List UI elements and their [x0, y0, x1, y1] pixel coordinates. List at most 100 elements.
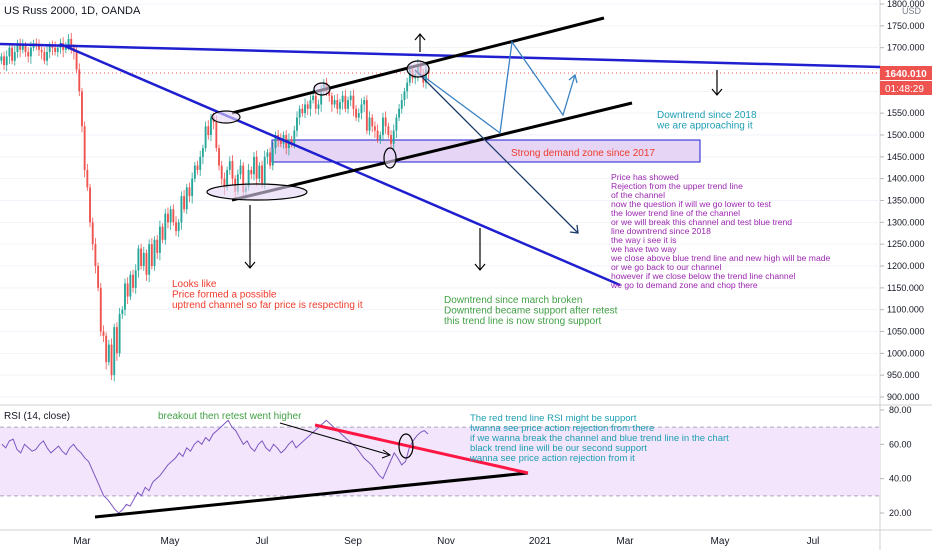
rsi-line	[1, 419, 429, 514]
candle-body	[373, 126, 376, 131]
candle-body	[11, 47, 14, 61]
candle-body	[3, 56, 5, 66]
candle-body	[56, 47, 59, 53]
candle-body	[172, 209, 175, 223]
candle-body	[360, 104, 363, 114]
price-tick-label: 1750.000	[887, 21, 925, 31]
time-tick-label: Sep	[344, 536, 362, 547]
candle-body	[236, 174, 239, 192]
projection-paths	[414, 40, 579, 234]
rsi-axis[interactable]: 20.00 40.00 60.00 80.00	[880, 405, 912, 518]
candle-body	[339, 102, 341, 109]
price-axis[interactable]: 900.000 950.000 1000.000 1050.000 1100.000 11…	[880, 0, 925, 402]
candle-body	[253, 156, 255, 175]
time-tick-label: May	[711, 536, 730, 547]
candle-body	[215, 121, 218, 149]
price-pane[interactable]	[0, 0, 880, 405]
time-axis[interactable]: Mar May Jul Sep Nov 2021 Mar May Jul	[73, 536, 819, 547]
candle-body	[382, 117, 384, 135]
candle-body	[250, 169, 253, 175]
candle-body	[38, 45, 40, 50]
rsi-red-trend	[314, 423, 529, 475]
candle-body	[371, 117, 374, 127]
candle-body	[368, 117, 371, 131]
note-line: we have two way	[610, 244, 677, 254]
candle-body	[390, 135, 392, 144]
candle-body	[110, 344, 113, 376]
time-tick-label: May	[161, 536, 180, 547]
candle-body	[16, 43, 19, 53]
countdown-badge-bg	[880, 81, 932, 95]
candle-body	[150, 244, 153, 266]
candle-body	[298, 108, 301, 118]
candle-body	[301, 108, 304, 114]
candle-body	[156, 239, 159, 253]
rsi-title: RSI (14, close)	[4, 411, 70, 422]
ellipse-touch-2	[313, 82, 331, 96]
arrow-down-left-head	[244, 261, 256, 269]
candle-body	[193, 165, 196, 179]
candle-body	[0, 56, 3, 61]
candle-body	[40, 49, 43, 53]
arrow-up-top-head	[414, 33, 426, 41]
candle-body	[121, 309, 124, 315]
rsi-tick-label: 80.00	[889, 405, 912, 415]
rsi-tick-label: 40.00	[889, 474, 912, 484]
candle-body	[352, 95, 355, 109]
note-line: The red trend line RSI might be support	[470, 413, 637, 424]
candle-body	[46, 52, 48, 61]
candle-body	[99, 287, 102, 332]
candle-body	[78, 69, 81, 92]
candle-body	[357, 113, 360, 118]
rsi-trend-lines	[94, 422, 529, 519]
candle-body	[97, 266, 100, 288]
candle-body	[140, 248, 143, 266]
candle-body	[137, 248, 140, 271]
candle-body	[204, 126, 207, 149]
price-tick-label: 1500.000	[887, 130, 925, 140]
candle-body	[43, 52, 46, 61]
candle-body	[231, 161, 234, 179]
candle-body	[363, 100, 366, 105]
note-line: Price formed a possible	[172, 290, 277, 301]
candle-body	[86, 169, 89, 188]
candle-body	[75, 52, 78, 70]
candle-body	[129, 274, 132, 297]
candle-body	[395, 117, 398, 131]
candle-body	[145, 252, 148, 275]
note-line: or we will break this channel and test b…	[611, 217, 792, 227]
note-line: the way i see it is	[611, 235, 676, 245]
candle-body	[27, 52, 30, 57]
candle-body	[185, 187, 188, 210]
note-downtrend-2018: Downtrend since 2018 we are approaching i…	[656, 110, 757, 132]
note-price-showed: Price has showed Rejection from the upper…	[610, 172, 830, 290]
candle-body	[5, 56, 8, 66]
candle-body	[113, 327, 116, 376]
candle-body	[102, 331, 105, 336]
candle-body	[320, 91, 323, 105]
blue-downtrend-march	[59, 42, 621, 287]
rsi-tick-label: 20.00	[889, 508, 912, 518]
candle-body	[261, 165, 263, 184]
candle-body	[107, 344, 110, 363]
candle-body	[341, 95, 344, 103]
price-tick-label: 1550.000	[887, 108, 925, 118]
lower-channel-line	[231, 101, 633, 202]
candle-body	[124, 283, 126, 310]
note-line: Downtrend became support after retest	[444, 306, 618, 317]
candle-body	[269, 152, 272, 166]
note-line: uptrend channel so far price is respecti…	[172, 300, 363, 311]
candle-body	[296, 117, 298, 131]
candle-body	[392, 130, 395, 144]
time-tick-label: 2021	[529, 536, 552, 547]
candle-body	[304, 104, 306, 114]
candle-body	[312, 95, 315, 101]
candle-body	[118, 314, 121, 354]
price-tick-label: 1050.000	[887, 327, 925, 337]
note-line: if we wanna break the channel and blue t…	[470, 433, 729, 444]
note-line: breakout then retest went higher	[158, 411, 302, 422]
price-tick-label: 1100.000	[887, 305, 924, 315]
candle-body	[21, 45, 24, 50]
candle-body	[142, 252, 145, 266]
